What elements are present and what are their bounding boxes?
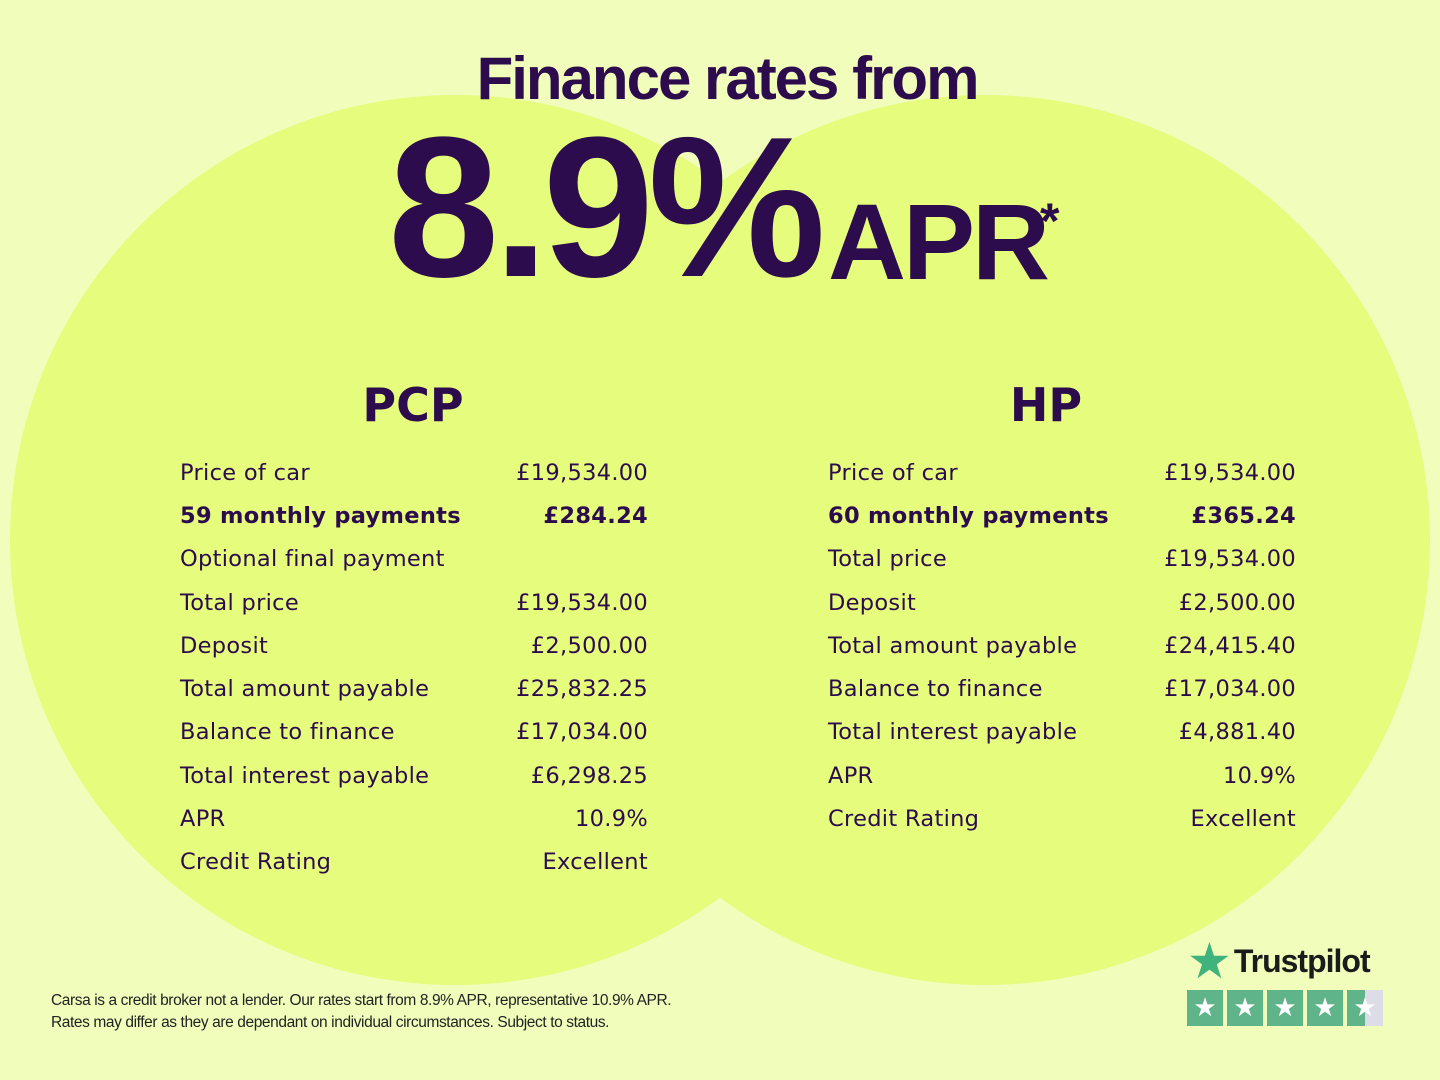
table-row: Total amount payable £24,415.40: [828, 624, 1296, 667]
rating-star-icon: ★: [1187, 990, 1223, 1026]
table-row: Credit Rating Excellent: [828, 797, 1296, 840]
star-icon: ★: [1187, 932, 1232, 990]
trustpilot-name: Trustpilot: [1233, 942, 1371, 979]
table-row: 59 monthly payments £284.24: [180, 494, 648, 537]
row-value: £365.24: [1191, 502, 1296, 529]
table-row: APR 10.9%: [828, 754, 1296, 797]
row-value: £24,415.40: [1164, 632, 1296, 659]
row-value: Excellent: [1190, 806, 1296, 833]
disclaimer: Carsa is a credit broker not a lender. O…: [51, 990, 672, 1034]
table-row: Credit Rating Excellent: [180, 841, 648, 884]
row-value: £25,832.25: [516, 676, 648, 703]
row-value: £19,534.00: [1164, 546, 1296, 573]
headline-asterisk: *: [1040, 193, 1060, 249]
table-row: Total amount payable £25,832.25: [180, 667, 648, 710]
row-value: £2,500.00: [1178, 589, 1296, 616]
trustpilot-rating: ★ ★ ★ ★ ★: [1187, 990, 1383, 1026]
disclaimer-line-1: Carsa is a credit broker not a lender. O…: [51, 992, 672, 1009]
headline-unit: APR: [828, 181, 1050, 302]
table-row: Optional final payment: [180, 538, 648, 581]
row-value: Excellent: [542, 849, 648, 876]
row-label: Price of car: [180, 459, 310, 486]
row-value: £19,534.00: [1164, 459, 1296, 486]
row-value: £6,298.25: [530, 762, 648, 789]
row-label: Balance to finance: [180, 719, 395, 746]
hp-title: HP: [1009, 378, 1083, 432]
row-value: £17,034.00: [1164, 676, 1296, 703]
row-value: £19,534.00: [516, 589, 648, 616]
row-value: £17,034.00: [516, 719, 648, 746]
background-circle-right: [540, 95, 1430, 985]
row-value: 10.9%: [1223, 762, 1296, 789]
headline-title: Finance rates from: [476, 45, 980, 112]
table-row: Balance to finance £17,034.00: [180, 711, 648, 754]
table-row: Total price £19,534.00: [828, 538, 1296, 581]
table-row: Price of car £19,534.00: [180, 451, 648, 494]
table-row: Total interest payable £6,298.25: [180, 754, 648, 797]
pcp-title: PCP: [362, 378, 464, 432]
table-row: Price of car £19,534.00: [828, 451, 1296, 494]
table-row: Deposit £2,500.00: [828, 581, 1296, 624]
row-label: Total amount payable: [180, 676, 430, 703]
row-label: Credit Rating: [180, 849, 332, 876]
rating-star-icon: ★: [1227, 990, 1263, 1026]
rating-star-icon: ★: [1307, 990, 1343, 1026]
disclaimer-line-2: Rates may differ as they are dependant o…: [51, 1014, 610, 1031]
row-value: 10.9%: [575, 806, 648, 833]
rating-star-icon: ★: [1267, 990, 1303, 1026]
row-label: 59 monthly payments: [180, 502, 461, 529]
table-row: Total interest payable £4,881.40: [828, 711, 1296, 754]
row-label: Credit Rating: [828, 806, 980, 833]
row-label: Total amount payable: [828, 632, 1078, 659]
table-row: APR 10.9%: [180, 797, 648, 840]
row-label: Optional final payment: [180, 546, 445, 573]
row-value: £19,534.00: [516, 459, 648, 486]
row-label: Total price: [180, 589, 299, 616]
row-label: Balance to finance: [828, 676, 1043, 703]
trustpilot-badge: ★ Trustpilot ★ ★ ★ ★ ★: [1187, 936, 1383, 1026]
table-row: Balance to finance £17,034.00: [828, 667, 1296, 710]
row-label: Deposit: [828, 589, 917, 616]
row-label: Total interest payable: [180, 762, 430, 789]
rating-star-icon: ★: [1347, 990, 1383, 1026]
table-row: Total price £19,534.00: [180, 581, 648, 624]
row-label: Total interest payable: [828, 719, 1078, 746]
row-label: 60 monthly payments: [828, 502, 1109, 529]
row-label: Deposit: [180, 632, 269, 659]
row-label: APR: [180, 806, 226, 833]
table-row: 60 monthly payments £365.24: [828, 494, 1296, 537]
row-label: Total price: [828, 546, 947, 573]
row-value: £4,881.40: [1178, 719, 1296, 746]
hp-table: Price of car £19,534.00 60 monthly payment…: [828, 451, 1296, 841]
pcp-table: Price of car £19,534.00 59 monthly payment…: [180, 451, 648, 884]
row-label: APR: [828, 762, 874, 789]
headline-rate: 8.9%: [388, 96, 826, 319]
row-label: Price of car: [828, 459, 958, 486]
table-row: Deposit £2,500.00: [180, 624, 648, 667]
row-value: £284.24: [543, 502, 648, 529]
row-value: £2,500.00: [530, 632, 648, 659]
